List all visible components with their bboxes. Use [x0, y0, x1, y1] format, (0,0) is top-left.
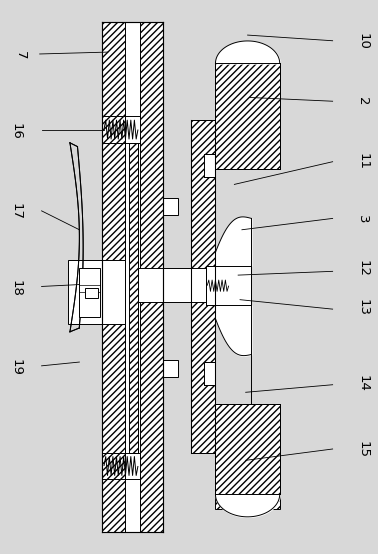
Bar: [125, 22, 140, 532]
Text: 19: 19: [9, 359, 22, 376]
Bar: [215, 404, 280, 510]
Text: 18: 18: [9, 280, 22, 296]
Bar: [206, 266, 251, 305]
Bar: [85, 288, 98, 298]
Bar: [191, 120, 215, 453]
Text: 12: 12: [356, 260, 369, 278]
Text: 15: 15: [356, 441, 369, 458]
Bar: [204, 154, 215, 177]
Text: 16: 16: [9, 124, 22, 140]
Text: 7: 7: [14, 51, 27, 59]
Text: 17: 17: [9, 203, 22, 220]
Bar: [79, 268, 100, 317]
Bar: [68, 260, 125, 324]
Text: 10: 10: [356, 33, 369, 50]
Bar: [215, 63, 280, 170]
Bar: [204, 362, 215, 384]
Text: 2: 2: [356, 98, 369, 106]
Bar: [140, 22, 163, 532]
Text: 13: 13: [356, 299, 369, 316]
Bar: [163, 360, 178, 377]
Text: 11: 11: [356, 153, 369, 171]
Bar: [102, 22, 125, 532]
Bar: [163, 198, 178, 214]
Bar: [138, 268, 206, 301]
Bar: [129, 143, 138, 453]
Text: 3: 3: [356, 215, 369, 224]
Text: 14: 14: [356, 376, 369, 392]
